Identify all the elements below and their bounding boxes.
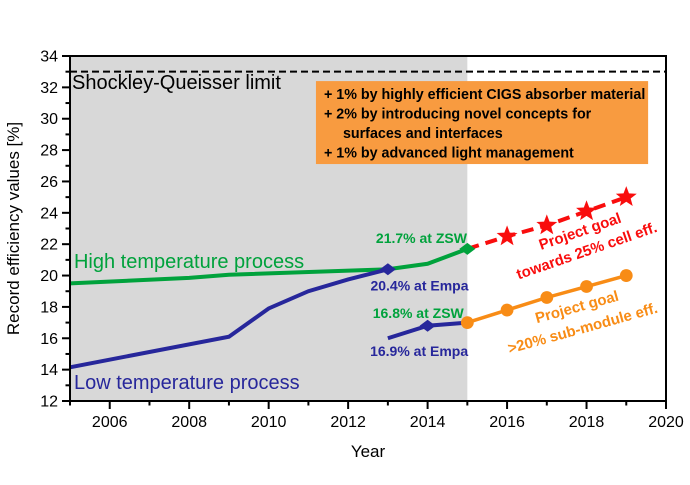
marker-star-project-goal-towards-25-cell-eff [576,200,597,221]
x-tick-label: 2020 [648,414,684,431]
y-tick-label: 30 [40,111,58,128]
x-tick-label: 2016 [489,414,525,431]
annotation-text-low-temperature-label: Low temperature process [74,372,300,394]
marker-circle-project-goal-20-sub-module-eff [580,280,593,293]
y-tick-label: 16 [40,331,58,348]
y-tick-label: 24 [40,205,58,222]
annotation-text-empa-cell-record-label: 20.4% at Empa [370,277,468,293]
marker-circle-project-goal-20-sub-module-eff [619,269,633,282]
annotation-zsw-cell-record-label: 21.7% at ZSW [376,230,468,246]
marker-circle-project-goal-20-sub-module-eff [460,316,474,329]
annotation-text-empa-submodule-record-label: 16.9% at Empa [370,343,468,359]
series-line-high-temperature-process [69,247,469,286]
marker-star-project-goal-towards-25-cell-eff [536,214,558,235]
x-tick-label: 2012 [330,414,366,431]
marker-circle-project-goal-20-sub-module-eff [540,291,554,304]
x-tick-label: 2018 [569,414,605,431]
plot-border [69,55,667,402]
series-line-low-temperature-process [69,267,389,370]
marker-diamond-low-temperature-process [379,263,396,276]
y-tick-label: 34 [40,49,58,66]
x-tick-label: 2008 [171,414,207,431]
annotation-text-zsw-cell-record-label: 21.7% at ZSW [376,230,468,246]
y-tick-label: 14 [40,362,58,379]
annotation-shockley-queisser-label: Shockley-Queisser limit [72,72,281,94]
y-tick-label: 12 [40,394,58,411]
annotation-zsw-submodule-record-label: 16.8% at ZSW [373,305,465,321]
x-tick-label: 2014 [410,414,446,431]
annotation-submodule-goal-label: Project goal>20% sub-module eff. [506,288,660,358]
project-gains-box-line: + 1% by highly efficient CIGS absorber m… [324,87,645,103]
project-gains-box [315,81,649,165]
annotation-text-zsw-submodule-record-label: 16.8% at ZSW [373,305,465,321]
project-gains-box-line: surfaces and interfaces [343,126,503,142]
annotation-low-temperature-label: Low temperature process [74,372,300,394]
y-tick-label: 26 [40,174,58,191]
x-axis-title: Year [351,442,386,461]
y-tick-label: 18 [40,299,58,316]
x-tick-label: 2010 [251,414,287,431]
annotation-high-temperature-label: High temperature process [74,251,304,273]
annotation-empa-cell-record-label: 20.4% at Empa [370,277,468,293]
y-tick-label: 32 [40,80,58,97]
project-gains-box-line: + 1% by advanced light management [324,146,574,162]
y-tick-label: 22 [40,237,58,254]
x-tick-label: 2006 [92,414,128,431]
marker-diamond-high-temperature-process [459,242,476,255]
annotation-text-shockley-queisser-label: Shockley-Queisser limit [72,72,281,94]
marker-diamond-low-temperature-sub-module-record [419,319,436,332]
y-tick-label: 20 [40,268,58,285]
annotation-empa-submodule-record-label: 16.9% at Empa [370,343,468,359]
y-tick-label: 28 [40,143,58,160]
marker-star-project-goal-towards-25-cell-eff [615,186,637,207]
project-gains-box-line: + 2% by introducing novel concepts for [324,107,592,123]
marker-circle-project-goal-20-sub-module-eff [500,303,514,317]
annotation-text-high-temperature-label: High temperature process [74,251,304,273]
marker-star-project-goal-towards-25-cell-eff [496,225,518,246]
y-axis-title: Record efficiency values [%] [4,122,23,335]
